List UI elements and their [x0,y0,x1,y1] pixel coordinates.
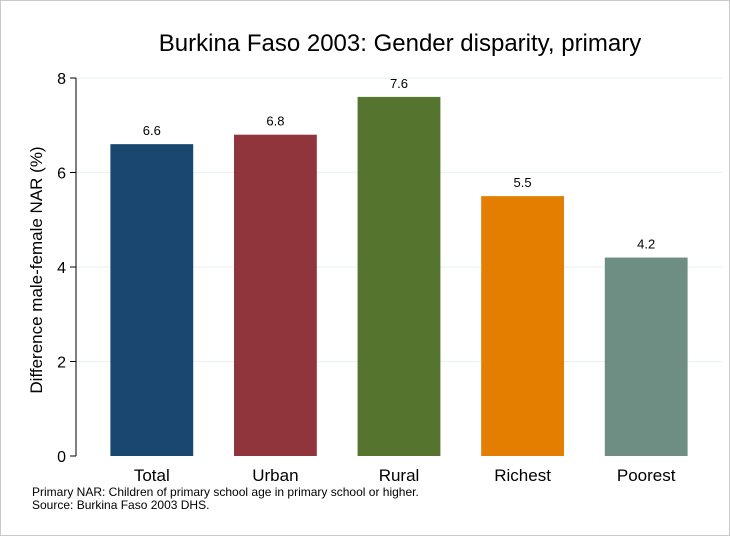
bar-richest [481,196,565,456]
x-tick-label-urban: Urban [252,466,298,485]
x-axis: Total Urban Rural Richest Poorest [134,466,676,485]
x-tick-label-rural: Rural [379,466,420,485]
value-label-poorest: 4.2 [637,237,655,252]
bar-rural [357,96,441,457]
y-axis: 0 2 4 6 8 [57,71,77,466]
chart-title: Burkina Faso 2003: Gender disparity, pri… [159,30,641,57]
x-tick-label-poorest: Poorest [617,466,676,485]
y-tick-label-0: 0 [57,449,66,466]
bar-poorest [604,257,688,456]
y-tick-label-4: 4 [57,260,66,277]
chart-note-source: Source: Burkina Faso 2003 DHS. [32,498,209,512]
value-label-rural: 7.6 [390,76,408,91]
y-axis-label: Difference male-female NAR (%) [27,146,46,393]
value-label-urban: 6.8 [266,114,284,129]
bar-urban [233,134,317,456]
y-tick-label-2: 2 [57,355,66,372]
value-labels: 6.6 6.8 7.6 5.5 4.2 [143,76,655,252]
x-tick-label-total: Total [134,466,170,485]
y-tick-label-8: 8 [57,71,66,88]
value-label-total: 6.6 [143,123,161,138]
bar-total [110,144,194,456]
y-tick-label-6: 6 [57,166,66,183]
chart-note-primary-nar: Primary NAR: Children of primary school … [32,485,419,499]
value-label-richest: 5.5 [514,175,532,190]
bars [110,96,688,457]
x-tick-label-richest: Richest [494,466,551,485]
